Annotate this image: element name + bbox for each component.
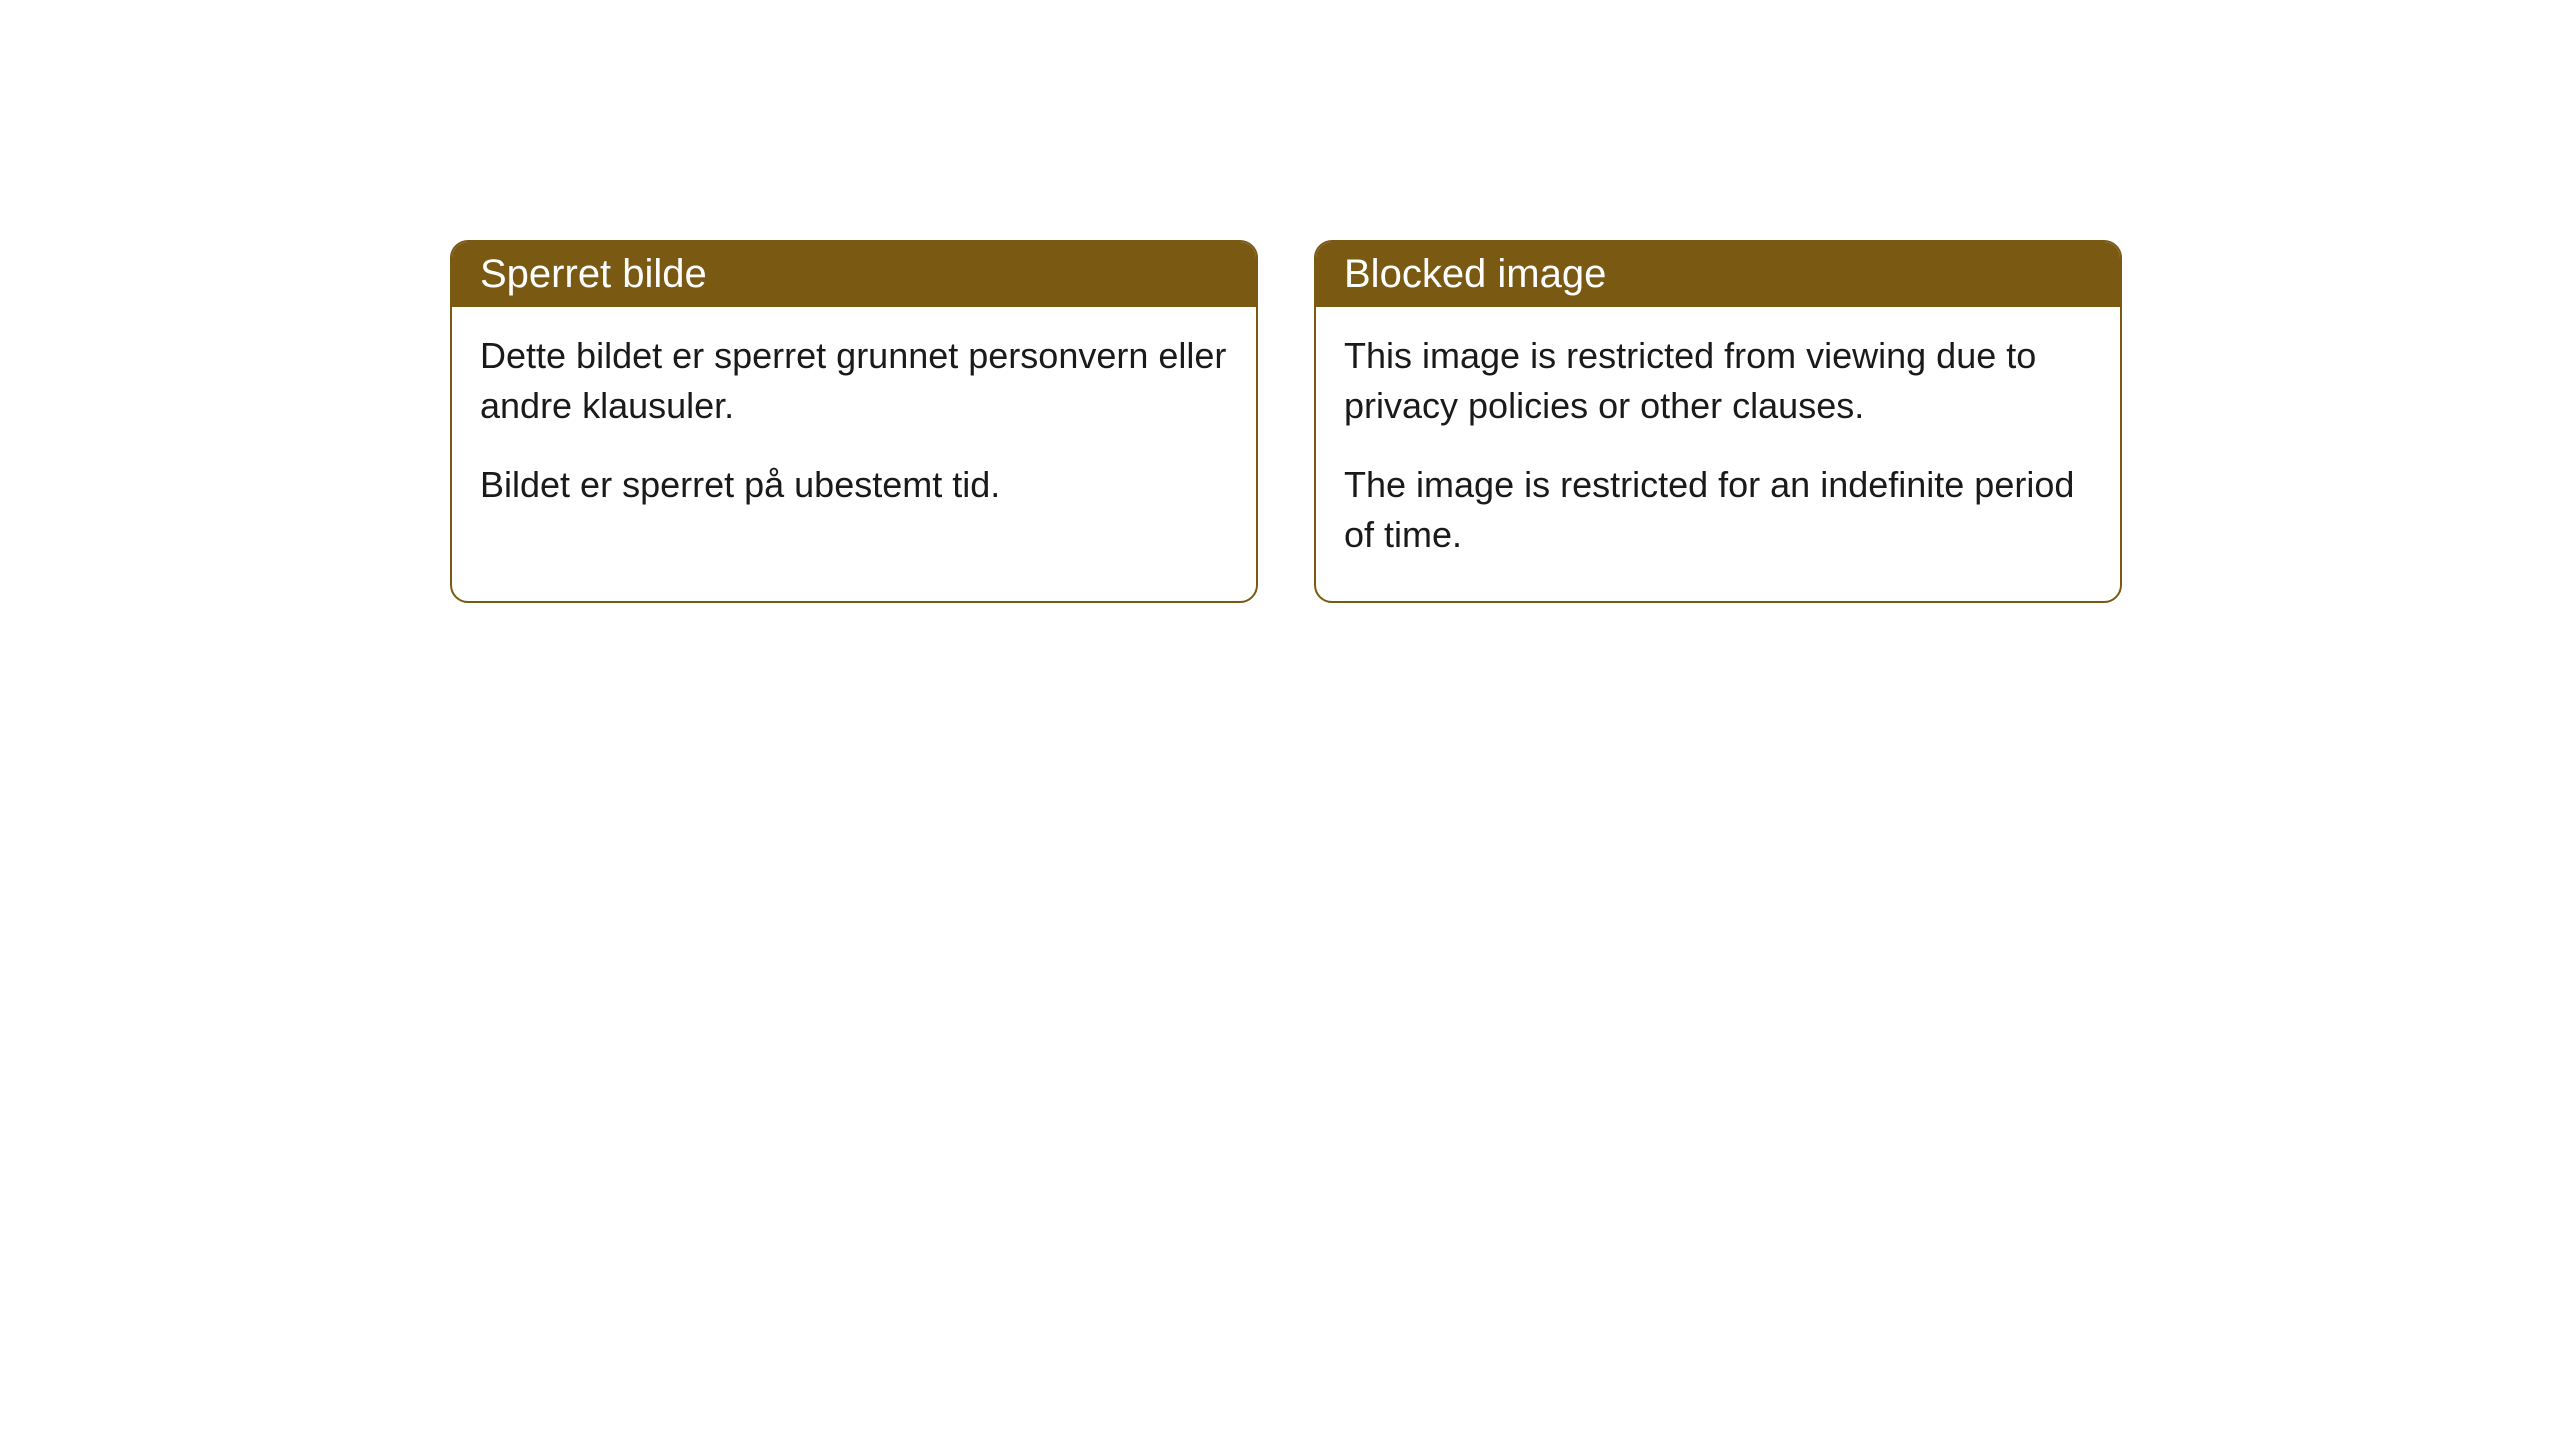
card-header: Sperret bilde (452, 242, 1256, 307)
card-title: Blocked image (1344, 252, 1606, 296)
card-header: Blocked image (1316, 242, 2120, 307)
card-paragraph: Dette bildet er sperret grunnet personve… (480, 331, 1228, 432)
notice-cards-container: Sperret bilde Dette bildet er sperret gr… (450, 240, 2122, 603)
card-paragraph: This image is restricted from viewing du… (1344, 331, 2092, 432)
notice-card-norwegian: Sperret bilde Dette bildet er sperret gr… (450, 240, 1258, 603)
card-title: Sperret bilde (480, 252, 707, 296)
card-paragraph: Bildet er sperret på ubestemt tid. (480, 460, 1228, 510)
notice-card-english: Blocked image This image is restricted f… (1314, 240, 2122, 603)
card-body: Dette bildet er sperret grunnet personve… (452, 307, 1256, 550)
card-paragraph: The image is restricted for an indefinit… (1344, 460, 2092, 561)
card-body: This image is restricted from viewing du… (1316, 307, 2120, 601)
